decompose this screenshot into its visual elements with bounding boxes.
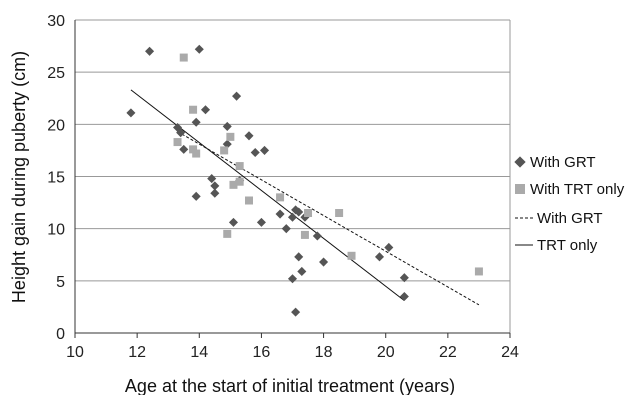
y-tick-label: 25	[47, 65, 65, 82]
trendline-with-grt	[177, 131, 480, 306]
point-with-grt	[207, 174, 217, 184]
point-with-grt	[256, 217, 266, 227]
x-tick-label: 18	[315, 344, 333, 361]
legend-item-with-grt: With GRT	[514, 154, 596, 171]
x-tick-labels: 10 12 14 16 18 20 22 24	[66, 344, 519, 361]
point-with-grt	[176, 128, 186, 138]
point-with-grt	[312, 231, 322, 241]
point-with-trt-only	[300, 230, 309, 239]
legend-item-trt-trendline: TRT only	[515, 237, 598, 254]
point-with-trt-only	[173, 138, 182, 147]
point-with-grt	[191, 117, 201, 127]
point-with-grt	[244, 131, 254, 141]
point-with-grt	[297, 266, 307, 276]
point-with-grt	[194, 44, 204, 54]
legend-label-with-trt-only: With TRT only	[530, 181, 625, 198]
point-with-trt-only	[245, 196, 253, 205]
y-tick-labels: 0 5 10 15 20 25 30	[47, 13, 65, 343]
point-with-grt	[179, 144, 189, 154]
point-with-trt-only	[474, 267, 483, 276]
legend-label-with-grt: With GRT	[530, 154, 596, 171]
point-with-trt-only	[276, 193, 285, 202]
point-with-grt	[260, 145, 270, 155]
point-with-grt	[384, 242, 394, 252]
y-tick-label: 0	[56, 326, 65, 343]
legend-item-grt-trendline: With GRT	[515, 210, 603, 227]
point-with-grt	[287, 274, 298, 284]
x-tick-label: 10	[66, 344, 84, 361]
point-with-grt	[191, 191, 201, 201]
point-with-trt-only	[335, 209, 344, 218]
point-with-grt	[222, 121, 232, 131]
legend-label-trt-trendline: TRT only	[537, 237, 598, 254]
y-axis-label: Height gain during puberty (cm)	[9, 51, 29, 303]
point-with-grt	[319, 257, 329, 267]
point-with-grt	[250, 147, 260, 158]
point-with-grt	[126, 108, 136, 118]
point-with-trt-only	[229, 180, 238, 189]
grid-lines	[75, 19, 510, 334]
point-with-grt	[399, 291, 409, 302]
point-with-grt	[228, 217, 238, 227]
point-with-trt-only	[223, 229, 232, 238]
point-with-grt	[232, 91, 242, 101]
x-tick-label: 20	[377, 344, 395, 361]
x-tick-label: 14	[190, 344, 208, 361]
legend-marker-diamond	[514, 156, 526, 168]
point-with-grt	[210, 188, 220, 198]
y-tick-label: 15	[47, 170, 65, 187]
point-with-grt	[210, 181, 220, 191]
legend-label-grt-trendline: With GRT	[537, 210, 603, 227]
x-tick-label: 24	[501, 344, 519, 361]
point-with-trt-only	[226, 132, 235, 141]
y-tick-label: 10	[47, 222, 65, 239]
x-tick-label: 12	[128, 344, 146, 361]
legend: With GRT With TRT only With GRT TRT only	[514, 154, 625, 254]
point-with-grt	[291, 307, 301, 317]
plot-frame	[74, 20, 511, 338]
legend-item-with-trt-only: With TRT only	[515, 181, 625, 198]
point-with-grt	[294, 252, 304, 262]
point-with-trt-only	[179, 53, 188, 62]
point-with-trt-only	[189, 105, 198, 114]
y-tick-label: 5	[56, 274, 65, 291]
legend-marker-square	[515, 184, 525, 194]
point-with-trt-only	[347, 251, 356, 260]
x-tick-label: 16	[253, 344, 271, 361]
point-with-grt	[374, 252, 385, 262]
point-with-grt	[275, 209, 285, 219]
point-with-grt	[281, 224, 291, 234]
point-with-trt-only	[235, 177, 244, 186]
point-with-grt	[200, 105, 211, 115]
point-with-trt-only	[220, 146, 229, 155]
point-with-trt-only	[235, 162, 244, 171]
trendline-trt-only	[130, 89, 405, 302]
point-with-trt-only	[304, 209, 313, 218]
point-with-trt-only	[192, 149, 201, 158]
x-axis-label: Age at the start of initial treatment (y…	[125, 376, 455, 395]
y-tick-label: 20	[47, 117, 65, 134]
y-tick-label: 30	[47, 13, 65, 30]
point-with-grt	[145, 46, 155, 56]
x-tick-label: 22	[439, 344, 457, 361]
point-with-trt-only	[189, 145, 198, 154]
